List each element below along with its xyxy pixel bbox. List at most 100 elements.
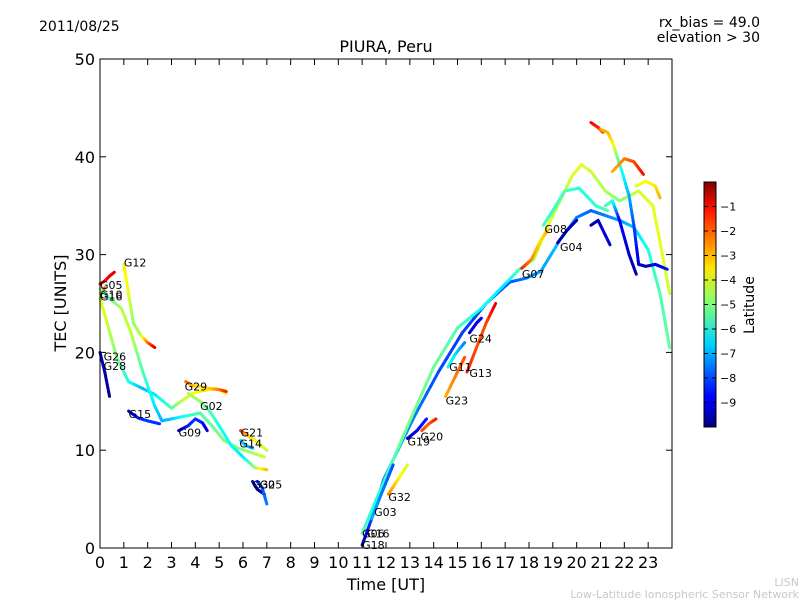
x-tick-label: 2 <box>143 553 153 572</box>
colorbar-tick-label: −9 <box>720 397 736 410</box>
colorbar-ticks: −9 −8 −7 −6 −5 −4 −3 −2 −1 <box>704 201 736 410</box>
track-segment <box>633 269 638 276</box>
colorbar: −9 −8 −7 −6 −5 −4 −3 −2 −1 Latitude <box>703 181 758 428</box>
x-tick-label: 20 <box>566 553 586 572</box>
prn-label: G05 <box>100 279 123 292</box>
track-segment <box>663 266 669 271</box>
x-tick-label: 21 <box>590 553 610 572</box>
series-g17 <box>610 157 645 176</box>
x-tick-label: 16 <box>471 553 491 572</box>
track-segment <box>545 228 550 234</box>
prn-label: G23 <box>446 394 469 407</box>
series-g27 <box>589 218 612 247</box>
track-segment <box>658 292 664 305</box>
series-g01 <box>634 179 662 200</box>
track-segment <box>420 383 428 396</box>
track-segment <box>404 463 409 469</box>
annotation-rx-bias: rx_bias = 49.0 <box>659 15 760 31</box>
track-segment <box>107 390 112 398</box>
x-tick-label: 3 <box>166 553 176 572</box>
colorbar-tick-label: −6 <box>720 323 736 336</box>
x-tick-label: 4 <box>190 553 200 572</box>
colorbar-label: Latitude <box>742 276 758 334</box>
x-tick-label: 7 <box>262 553 272 572</box>
prn-label: G07 <box>522 268 545 281</box>
x-axis: 0 1 2 3 4 5 6 7 8 9 10 11 12 13 14 15 16 17 18 19 20 21 22 23 <box>95 59 658 572</box>
series-g21 <box>239 429 269 452</box>
x-axis-label: Time [UT] <box>346 575 425 594</box>
track-segment <box>152 345 157 350</box>
track-segment <box>263 447 269 452</box>
track-segment <box>666 285 672 296</box>
track-segment <box>607 240 612 247</box>
track-segment <box>661 310 667 323</box>
series-g05 <box>98 270 116 286</box>
x-tick-label: 11 <box>352 553 372 572</box>
series-g04 <box>556 218 579 245</box>
track-segment <box>223 391 228 395</box>
prn-label: G09 <box>179 427 202 440</box>
credit-network: Low-Latitude Ionospheric Sensor Network <box>570 588 799 600</box>
prn-label: G32 <box>388 491 411 504</box>
prn-label: G21 <box>241 427 264 440</box>
prn-label: G18 <box>362 539 385 552</box>
y-tick-label: 0 <box>85 539 95 558</box>
track-segment <box>433 417 438 422</box>
prn-label: G13 <box>469 367 492 380</box>
x-tick-label: 12 <box>376 553 396 572</box>
prn-label: G04 <box>560 241 583 254</box>
prn-label: G20 <box>421 431 444 444</box>
series-g28 <box>98 350 112 398</box>
x-tick-label: 5 <box>214 553 224 572</box>
track-segment <box>412 401 420 414</box>
track-segment <box>657 194 662 200</box>
y-tick-label: 30 <box>75 246 95 265</box>
series-g09 <box>177 417 209 433</box>
track-segment <box>461 355 467 363</box>
prn-label: G24 <box>469 333 492 346</box>
series-g16 <box>98 287 266 459</box>
colorbar-tick-label: −3 <box>720 250 736 263</box>
series-layer <box>98 121 672 547</box>
track-segment <box>573 218 579 224</box>
track-segment <box>604 208 610 213</box>
track-segment <box>423 417 429 423</box>
x-tick-label: 15 <box>447 553 467 572</box>
prn-label: G14 <box>239 437 262 450</box>
track-segment <box>204 427 209 433</box>
x-tick-label: 6 <box>238 553 248 572</box>
prn-label: G19 <box>407 435 430 448</box>
x-tick-label: 18 <box>519 553 539 572</box>
y-axis: 0 10 20 30 40 50 <box>75 50 672 558</box>
series-g15 <box>127 409 162 426</box>
series-g19 <box>405 417 429 440</box>
track-segment <box>666 337 672 350</box>
prn-label: G30 <box>253 478 276 491</box>
prn-label: G25 <box>260 478 283 491</box>
track-segment <box>479 316 483 321</box>
series-g33 <box>603 199 638 276</box>
prn-label: G02 <box>200 400 223 413</box>
series-g02 <box>186 391 269 472</box>
annotation-elevation: elevation > 30 <box>657 30 760 46</box>
y-tick-label: 40 <box>75 148 95 167</box>
colorbar-tick-label: −1 <box>720 201 736 214</box>
track-segment <box>260 454 266 459</box>
x-tick-label: 23 <box>638 553 658 572</box>
track-segment <box>112 270 116 275</box>
track-segment <box>416 392 424 405</box>
x-tick-label: 9 <box>309 553 319 572</box>
date-label: 2011/08/25 <box>39 19 120 35</box>
x-tick-label: 14 <box>423 553 443 572</box>
track-segment <box>663 319 668 332</box>
prn-label: G06 <box>362 527 385 540</box>
series-g12 <box>122 262 157 350</box>
prn-label: G08 <box>544 223 567 236</box>
series-g31 <box>599 127 669 271</box>
y-axis-label: TEC [UNITS] <box>51 255 70 353</box>
prn-label: G10 <box>100 289 123 302</box>
chart-title: PIURA, Peru <box>339 37 432 56</box>
x-tick-label: 17 <box>495 553 515 572</box>
x-tick-label: 22 <box>614 553 634 572</box>
